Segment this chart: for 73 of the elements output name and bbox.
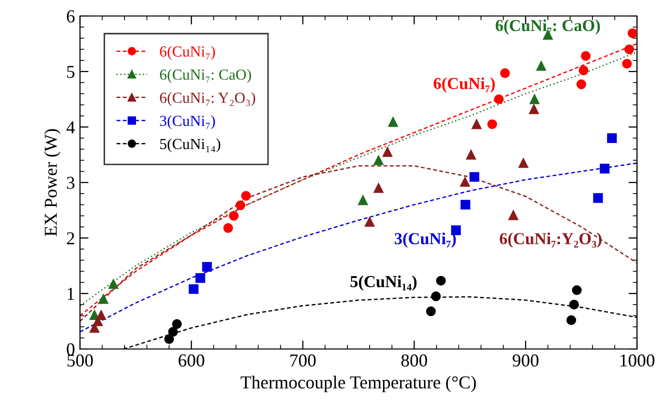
point (241, 190, 251, 201)
point (472, 119, 482, 130)
point (108, 279, 118, 289)
point (530, 94, 540, 104)
point (576, 79, 586, 90)
point (382, 147, 392, 157)
point (607, 133, 617, 143)
point (578, 66, 588, 76)
x-tick-label: 800 (401, 354, 428, 367)
annotation: 3(CuNi₇) (394, 232, 456, 248)
point (460, 177, 470, 187)
y-tick-label: 5 (67, 66, 74, 78)
annotation: 6(CuNi₇:Y₂O₃) (500, 232, 602, 248)
point (487, 119, 498, 130)
point (188, 284, 198, 294)
point (529, 104, 539, 114)
point (388, 117, 398, 127)
point (536, 61, 546, 71)
point (466, 150, 476, 160)
point (223, 223, 234, 233)
legend-label: 6(CuNi₇: Y₂O₃) (160, 92, 256, 106)
point (436, 276, 446, 286)
point (228, 210, 239, 221)
legend-label: 6(CuNi₇: CaO) (160, 69, 251, 83)
y-tick-label: 2 (66, 232, 74, 244)
point (624, 44, 634, 54)
point (364, 217, 374, 227)
y-tick-label: 0 (66, 343, 74, 356)
point (426, 306, 436, 316)
point (90, 323, 100, 333)
x-tick-label: 900 (512, 354, 538, 367)
point (236, 200, 246, 210)
y-tick-label: 3 (66, 176, 74, 189)
point (460, 200, 470, 210)
legend-label: 5(CuNi₁₄) (160, 138, 220, 152)
point (600, 164, 610, 174)
point (98, 294, 108, 304)
point (580, 51, 591, 61)
annotation: 6(CuNi₇) (434, 77, 495, 92)
x-tick-label: 500 (68, 354, 93, 367)
point (569, 300, 579, 310)
point (202, 262, 212, 272)
point (358, 195, 368, 206)
point (593, 193, 603, 203)
point (164, 334, 174, 344)
point (494, 94, 504, 104)
point (172, 319, 182, 329)
point (469, 172, 480, 182)
x-tick-label: 600 (178, 354, 204, 367)
y-axis-title: EX Power (W) (44, 129, 61, 236)
x-tick-label: 1000 (620, 354, 654, 367)
y-tick-label: 4 (66, 121, 75, 134)
annotation: 6(CuNi₇: CaO) (496, 19, 600, 35)
y-tick-label: 1 (68, 288, 74, 300)
legend-label: 6(CuNi₇) (160, 46, 215, 60)
point (518, 158, 528, 168)
point (431, 291, 441, 302)
point (195, 273, 206, 283)
point (500, 68, 510, 78)
x-tick-label: 700 (290, 354, 316, 367)
point (628, 28, 637, 38)
annotation: 5(CuNi₁₄) (350, 276, 417, 291)
legend-label: 3(CuNi₇) (160, 115, 215, 130)
x-axis-title: Thermocouple Temperature (°C) (240, 376, 476, 392)
point (168, 326, 178, 337)
point (508, 210, 518, 220)
point (374, 155, 384, 166)
point (374, 183, 384, 193)
point (566, 315, 576, 325)
point (622, 58, 632, 69)
y-tick-label: 6 (66, 10, 75, 22)
point (572, 285, 582, 296)
point (96, 310, 106, 320)
